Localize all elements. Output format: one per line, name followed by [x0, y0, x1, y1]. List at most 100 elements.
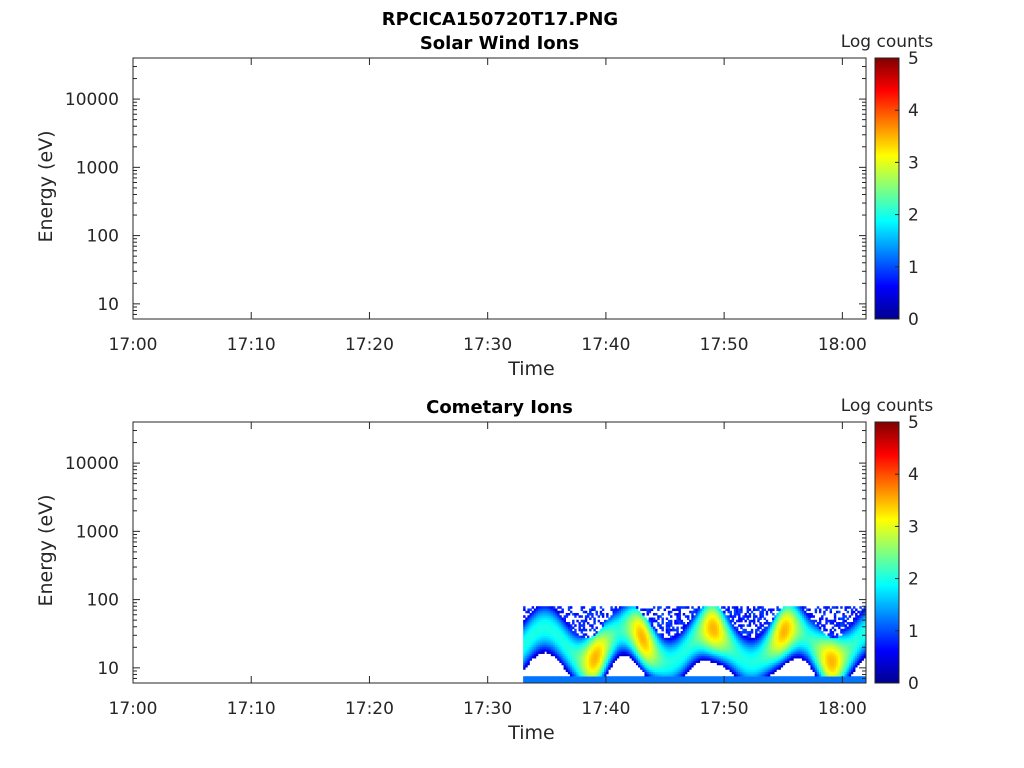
heatmap-cell	[725, 608, 728, 612]
heatmap-cell	[842, 631, 845, 634]
heatmap-cell	[540, 637, 543, 641]
heatmap-cell	[735, 655, 739, 659]
heatmap-cell	[704, 635, 707, 639]
heatmap-cell	[710, 619, 713, 623]
heatmap-cell	[710, 633, 713, 636]
heatmap-cell	[748, 678, 752, 682]
heatmap-cell	[659, 633, 662, 636]
heatmap-cell	[731, 658, 735, 661]
heatmap-cell	[801, 655, 805, 659]
heatmap-cell	[680, 640, 684, 643]
heatmap-cell	[782, 615, 786, 618]
heatmap-cell	[529, 624, 532, 627]
heatmap-cell	[599, 637, 603, 641]
heatmap-cell	[859, 646, 862, 650]
heatmap-cell	[525, 635, 528, 639]
heatmap-cell	[846, 658, 850, 661]
heatmap-cell	[818, 658, 822, 661]
heatmap-cell	[533, 631, 537, 634]
heatmap-cell	[721, 662, 724, 666]
heatmap-cell	[678, 617, 681, 621]
heatmap-cell	[569, 631, 573, 634]
heatmap-cell	[770, 658, 773, 661]
heatmap-cell	[795, 646, 798, 650]
heatmap-cell	[708, 610, 711, 614]
heatmap-cell	[776, 644, 779, 648]
heatmap-cell	[623, 631, 626, 634]
heatmap-cell	[552, 653, 556, 657]
heatmap-cell	[614, 646, 618, 650]
heatmap-cell	[625, 642, 628, 645]
heatmap-cell	[835, 649, 839, 652]
colorbar-tick-label: 3	[908, 517, 919, 537]
heatmap-cell	[714, 642, 718, 645]
heatmap-cell	[635, 612, 639, 616]
heatmap-cell	[663, 678, 667, 682]
heatmap-cell	[742, 635, 745, 639]
heatmap-cell	[555, 612, 558, 616]
heatmap-cell	[591, 635, 594, 639]
heatmap-cell	[597, 631, 601, 634]
heatmap-cell	[633, 646, 637, 650]
heatmap-cell	[601, 664, 605, 668]
heatmap-cell	[629, 644, 632, 648]
heatmap-cell	[774, 662, 777, 666]
y-tick-label: 10	[97, 659, 119, 679]
heatmap-cell	[635, 631, 639, 634]
heatmap-cell	[770, 655, 773, 659]
heatmap-cell	[644, 644, 647, 648]
heatmap-cell	[546, 606, 549, 609]
heatmap-cell	[642, 678, 645, 682]
heatmap-cell	[644, 669, 647, 673]
heatmap-cell	[580, 646, 584, 650]
heatmap-cell	[723, 622, 726, 625]
heatmap-cell	[789, 658, 792, 661]
heatmap-cell	[540, 606, 543, 609]
heatmap-cell	[772, 608, 775, 612]
heatmap-cell	[529, 649, 532, 652]
heatmap-cell	[591, 653, 594, 657]
heatmap-cell	[678, 635, 681, 639]
heatmap-cell	[625, 619, 628, 623]
heatmap-cell	[829, 653, 833, 657]
heatmap-cell	[767, 637, 771, 641]
heatmap-cell	[561, 619, 564, 623]
heatmap-cell	[731, 626, 735, 630]
heatmap-cell	[525, 653, 528, 657]
heatmap-cell	[727, 664, 730, 668]
heatmap-cell	[848, 651, 852, 654]
heatmap-cell	[742, 617, 745, 621]
heatmap-cell	[774, 628, 777, 632]
heatmap-cell	[699, 624, 703, 627]
heatmap-cell	[606, 624, 609, 627]
heatmap-cell	[701, 644, 705, 648]
heatmap-cell	[625, 640, 628, 643]
heatmap-cell	[623, 633, 626, 636]
heatmap-cell	[829, 649, 833, 652]
heatmap-cell	[735, 633, 739, 636]
heatmap-cell	[616, 635, 620, 639]
heatmap-cell	[672, 673, 675, 677]
heatmap-cell	[527, 658, 530, 661]
heatmap-cell	[729, 646, 732, 650]
heatmap-cell	[776, 651, 779, 654]
heatmap-cell	[569, 642, 573, 645]
heatmap-cell	[544, 635, 547, 639]
heatmap-cell	[823, 680, 826, 684]
heatmap-cell	[776, 680, 779, 684]
heatmap-cell	[523, 615, 526, 618]
heatmap-cell	[633, 617, 637, 621]
heatmap-cell	[574, 658, 577, 661]
heatmap-cell	[770, 669, 773, 673]
heatmap-cell	[799, 637, 803, 641]
heatmap-cell	[801, 640, 805, 643]
heatmap-cell	[814, 610, 818, 614]
heatmap-cell	[580, 649, 584, 652]
heatmap-cell	[610, 655, 613, 659]
heatmap-cell	[787, 680, 790, 684]
heatmap-cell	[672, 640, 675, 643]
heatmap-cell	[699, 649, 703, 652]
heatmap-cell	[814, 669, 818, 673]
heatmap-cell	[618, 646, 622, 650]
heatmap-cell	[712, 640, 715, 643]
